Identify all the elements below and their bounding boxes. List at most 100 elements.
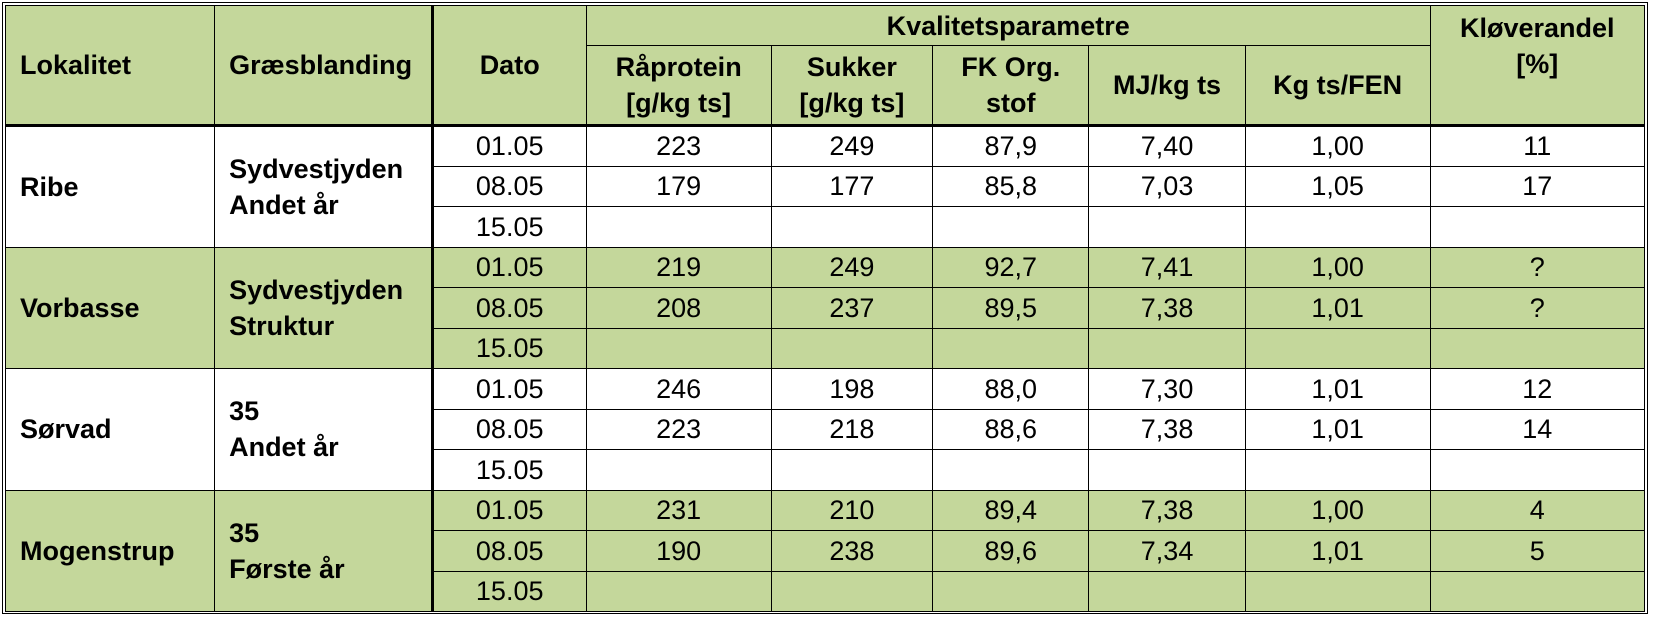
header-sukker: Sukker [g/kg ts] xyxy=(770,45,934,126)
cell-lokalitet: Mogenstrup xyxy=(4,489,216,612)
cell-sukker xyxy=(770,570,934,612)
cell-graesblanding: Sydvestjyden Andet år xyxy=(214,124,434,248)
graesblanding-line1: Sydvestjyden xyxy=(229,153,404,184)
cell-klover: 17 xyxy=(1429,165,1646,207)
graesblanding-line1: 35 xyxy=(229,396,260,427)
header-raaprotein: Råprotein [g/kg ts] xyxy=(585,45,772,126)
cell-mj: 7,34 xyxy=(1088,530,1246,572)
header-fk-line1: FK Org. xyxy=(961,52,1061,82)
header-sukker-line1: Sukker xyxy=(806,52,897,82)
header-kloverandel-line2: [%] xyxy=(1516,49,1559,79)
cell-mj: 7,38 xyxy=(1088,408,1246,450)
header-kloverandel-line1: Kløverandel xyxy=(1460,13,1615,43)
cell-fk: 87,9 xyxy=(932,124,1090,167)
table-body: Ribe Sydvestjyden Andet år 01.05 223 249… xyxy=(4,124,1646,612)
cell-raaprotein: 223 xyxy=(585,124,772,167)
cell-klover: ? xyxy=(1429,246,1646,288)
graesblanding-line2: Andet år xyxy=(229,432,339,463)
cell-kgts xyxy=(1244,327,1431,369)
cell-kgts: 1,05 xyxy=(1244,165,1431,207)
cell-sukker: 249 xyxy=(770,246,934,288)
graesblanding-line2: Første år xyxy=(229,553,345,584)
cell-raaprotein: 223 xyxy=(585,408,772,450)
cell-mj: 7,40 xyxy=(1088,124,1246,167)
cell-kgts xyxy=(1244,570,1431,612)
cell-lokalitet: Vorbasse xyxy=(4,246,216,369)
cell-kgts: 1,01 xyxy=(1244,368,1431,410)
cell-fk xyxy=(932,327,1090,369)
cell-fk: 89,5 xyxy=(932,287,1090,329)
cell-dato: 08.05 xyxy=(431,287,587,329)
cell-klover: 12 xyxy=(1429,368,1646,410)
header-kvalitetsparametre: Kvalitetsparametre xyxy=(585,5,1431,46)
cell-mj: 7,38 xyxy=(1088,287,1246,329)
cell-raaprotein xyxy=(585,570,772,612)
cell-dato: 15.05 xyxy=(431,206,587,248)
cell-klover xyxy=(1429,327,1646,369)
cell-raaprotein: 179 xyxy=(585,165,772,207)
cell-mj: 7,38 xyxy=(1088,489,1246,531)
cell-mj xyxy=(1088,206,1246,248)
cell-kgts: 1,00 xyxy=(1244,246,1431,288)
cell-raaprotein xyxy=(585,206,772,248)
cell-graesblanding: 35 Første år xyxy=(214,489,434,612)
cell-raaprotein: 219 xyxy=(585,246,772,288)
cell-dato: 08.05 xyxy=(431,408,587,450)
header-sukker-line2: [g/kg ts] xyxy=(799,88,905,118)
cell-mj xyxy=(1088,570,1246,612)
cell-sukker: 249 xyxy=(770,124,934,167)
graesblanding-line2: Andet år xyxy=(229,189,339,220)
cell-fk xyxy=(932,206,1090,248)
cell-fk: 88,0 xyxy=(932,368,1090,410)
cell-fk: 85,8 xyxy=(932,165,1090,207)
cell-kgts xyxy=(1244,206,1431,248)
cell-kgts xyxy=(1244,449,1431,491)
cell-klover xyxy=(1429,449,1646,491)
header-fk: FK Org. stof xyxy=(932,45,1090,126)
cell-sukker: 210 xyxy=(770,489,934,531)
cell-raaprotein: 231 xyxy=(585,489,772,531)
cell-fk xyxy=(932,570,1090,612)
cell-raaprotein: 208 xyxy=(585,287,772,329)
cell-graesblanding: Sydvestjyden Struktur xyxy=(214,246,434,369)
header-dato: Dato xyxy=(431,5,587,126)
cell-dato: 15.05 xyxy=(431,327,587,369)
cell-dato: 01.05 xyxy=(431,489,587,531)
cell-sukker: 237 xyxy=(770,287,934,329)
graesblanding-line2: Struktur xyxy=(229,310,335,341)
cell-fk: 89,4 xyxy=(932,489,1090,531)
cell-sukker xyxy=(770,206,934,248)
cell-fk: 89,6 xyxy=(932,530,1090,572)
cell-mj xyxy=(1088,449,1246,491)
cell-lokalitet: Ribe xyxy=(4,124,216,248)
cell-dato: 01.05 xyxy=(431,368,587,410)
cell-raaprotein xyxy=(585,449,772,491)
cell-mj: 7,30 xyxy=(1088,368,1246,410)
header-raaprotein-line2: [g/kg ts] xyxy=(626,88,732,118)
header-lokalitet: Lokalitet xyxy=(4,5,216,126)
cell-kgts: 1,01 xyxy=(1244,287,1431,329)
cell-kgts: 1,00 xyxy=(1244,124,1431,167)
cell-klover: ? xyxy=(1429,287,1646,329)
cell-graesblanding: 35 Andet år xyxy=(214,368,434,491)
cell-kgts: 1,01 xyxy=(1244,530,1431,572)
cell-sukker: 238 xyxy=(770,530,934,572)
cell-sukker: 177 xyxy=(770,165,934,207)
cell-kgts: 1,01 xyxy=(1244,408,1431,450)
cell-kgts: 1,00 xyxy=(1244,489,1431,531)
graesblanding-line1: Sydvestjyden xyxy=(229,274,404,305)
cell-sukker xyxy=(770,449,934,491)
header-raaprotein-line1: Råprotein xyxy=(615,52,742,82)
cell-klover xyxy=(1429,206,1646,248)
graesblanding-line1: 35 xyxy=(229,517,260,548)
cell-sukker: 218 xyxy=(770,408,934,450)
cell-dato: 08.05 xyxy=(431,165,587,207)
cell-dato: 15.05 xyxy=(431,570,587,612)
cell-mj: 7,41 xyxy=(1088,246,1246,288)
cell-dato: 15.05 xyxy=(431,449,587,491)
cell-sukker xyxy=(770,327,934,369)
cell-klover: 4 xyxy=(1429,489,1646,531)
header-kgts: Kg ts/FEN xyxy=(1244,45,1431,126)
header-fk-line2: stof xyxy=(986,88,1036,118)
header-mj: MJ/kg ts xyxy=(1088,45,1246,126)
